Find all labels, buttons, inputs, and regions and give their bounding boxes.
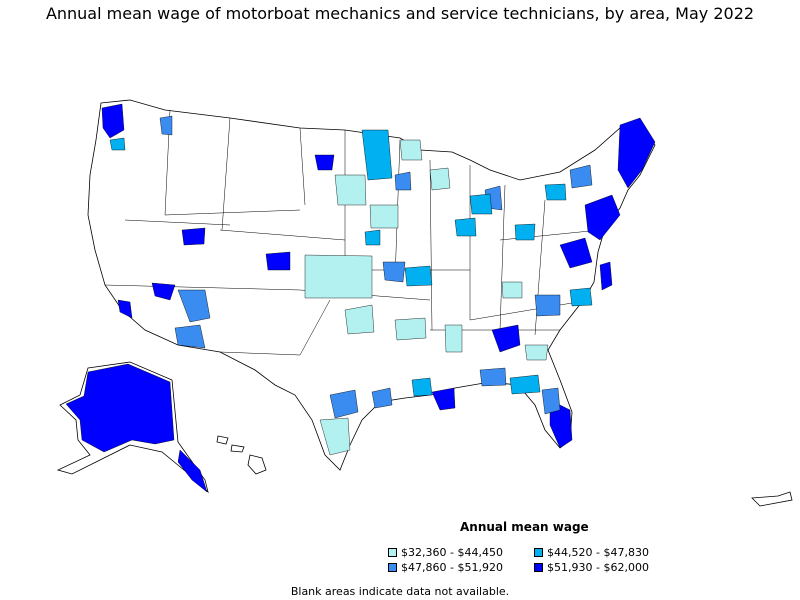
- map-title: Annual mean wage of motorboat mechanics …: [45, 4, 755, 23]
- hawaii-island-1: [216, 435, 229, 445]
- puerto-rico-shape: [751, 491, 793, 507]
- wage-band-1-areas: [304, 139, 549, 456]
- wage-band-4-areas: [65, 103, 656, 493]
- legend-label: $47,860 - $51,920: [401, 561, 503, 574]
- legend-swatch: [534, 548, 543, 557]
- legend-label: $51,930 - $62,000: [547, 561, 649, 574]
- map-footnote: Blank areas indicate data not available.: [290, 585, 510, 598]
- map-outlines: [56, 99, 793, 507]
- hawaii-island-2: [230, 444, 245, 453]
- legend-item: $47,860 - $51,920: [388, 561, 503, 574]
- legend-item: $32,360 - $44,450: [388, 546, 503, 559]
- hawaii-island-3: [247, 454, 267, 475]
- wage-areas: [65, 103, 656, 493]
- legend-title: Annual mean wage: [460, 520, 589, 534]
- legend-swatch: [534, 563, 543, 572]
- legend-item: $51,930 - $62,000: [534, 561, 649, 574]
- legend-swatch: [388, 548, 397, 557]
- wage-band-3-areas: [159, 115, 593, 419]
- wage-band-2-areas: [109, 129, 593, 397]
- legend-label: $44,520 - $47,830: [547, 546, 649, 559]
- legend-item: $44,520 - $47,830: [534, 546, 649, 559]
- legend-swatch: [388, 563, 397, 572]
- legend-label: $32,360 - $44,450: [401, 546, 503, 559]
